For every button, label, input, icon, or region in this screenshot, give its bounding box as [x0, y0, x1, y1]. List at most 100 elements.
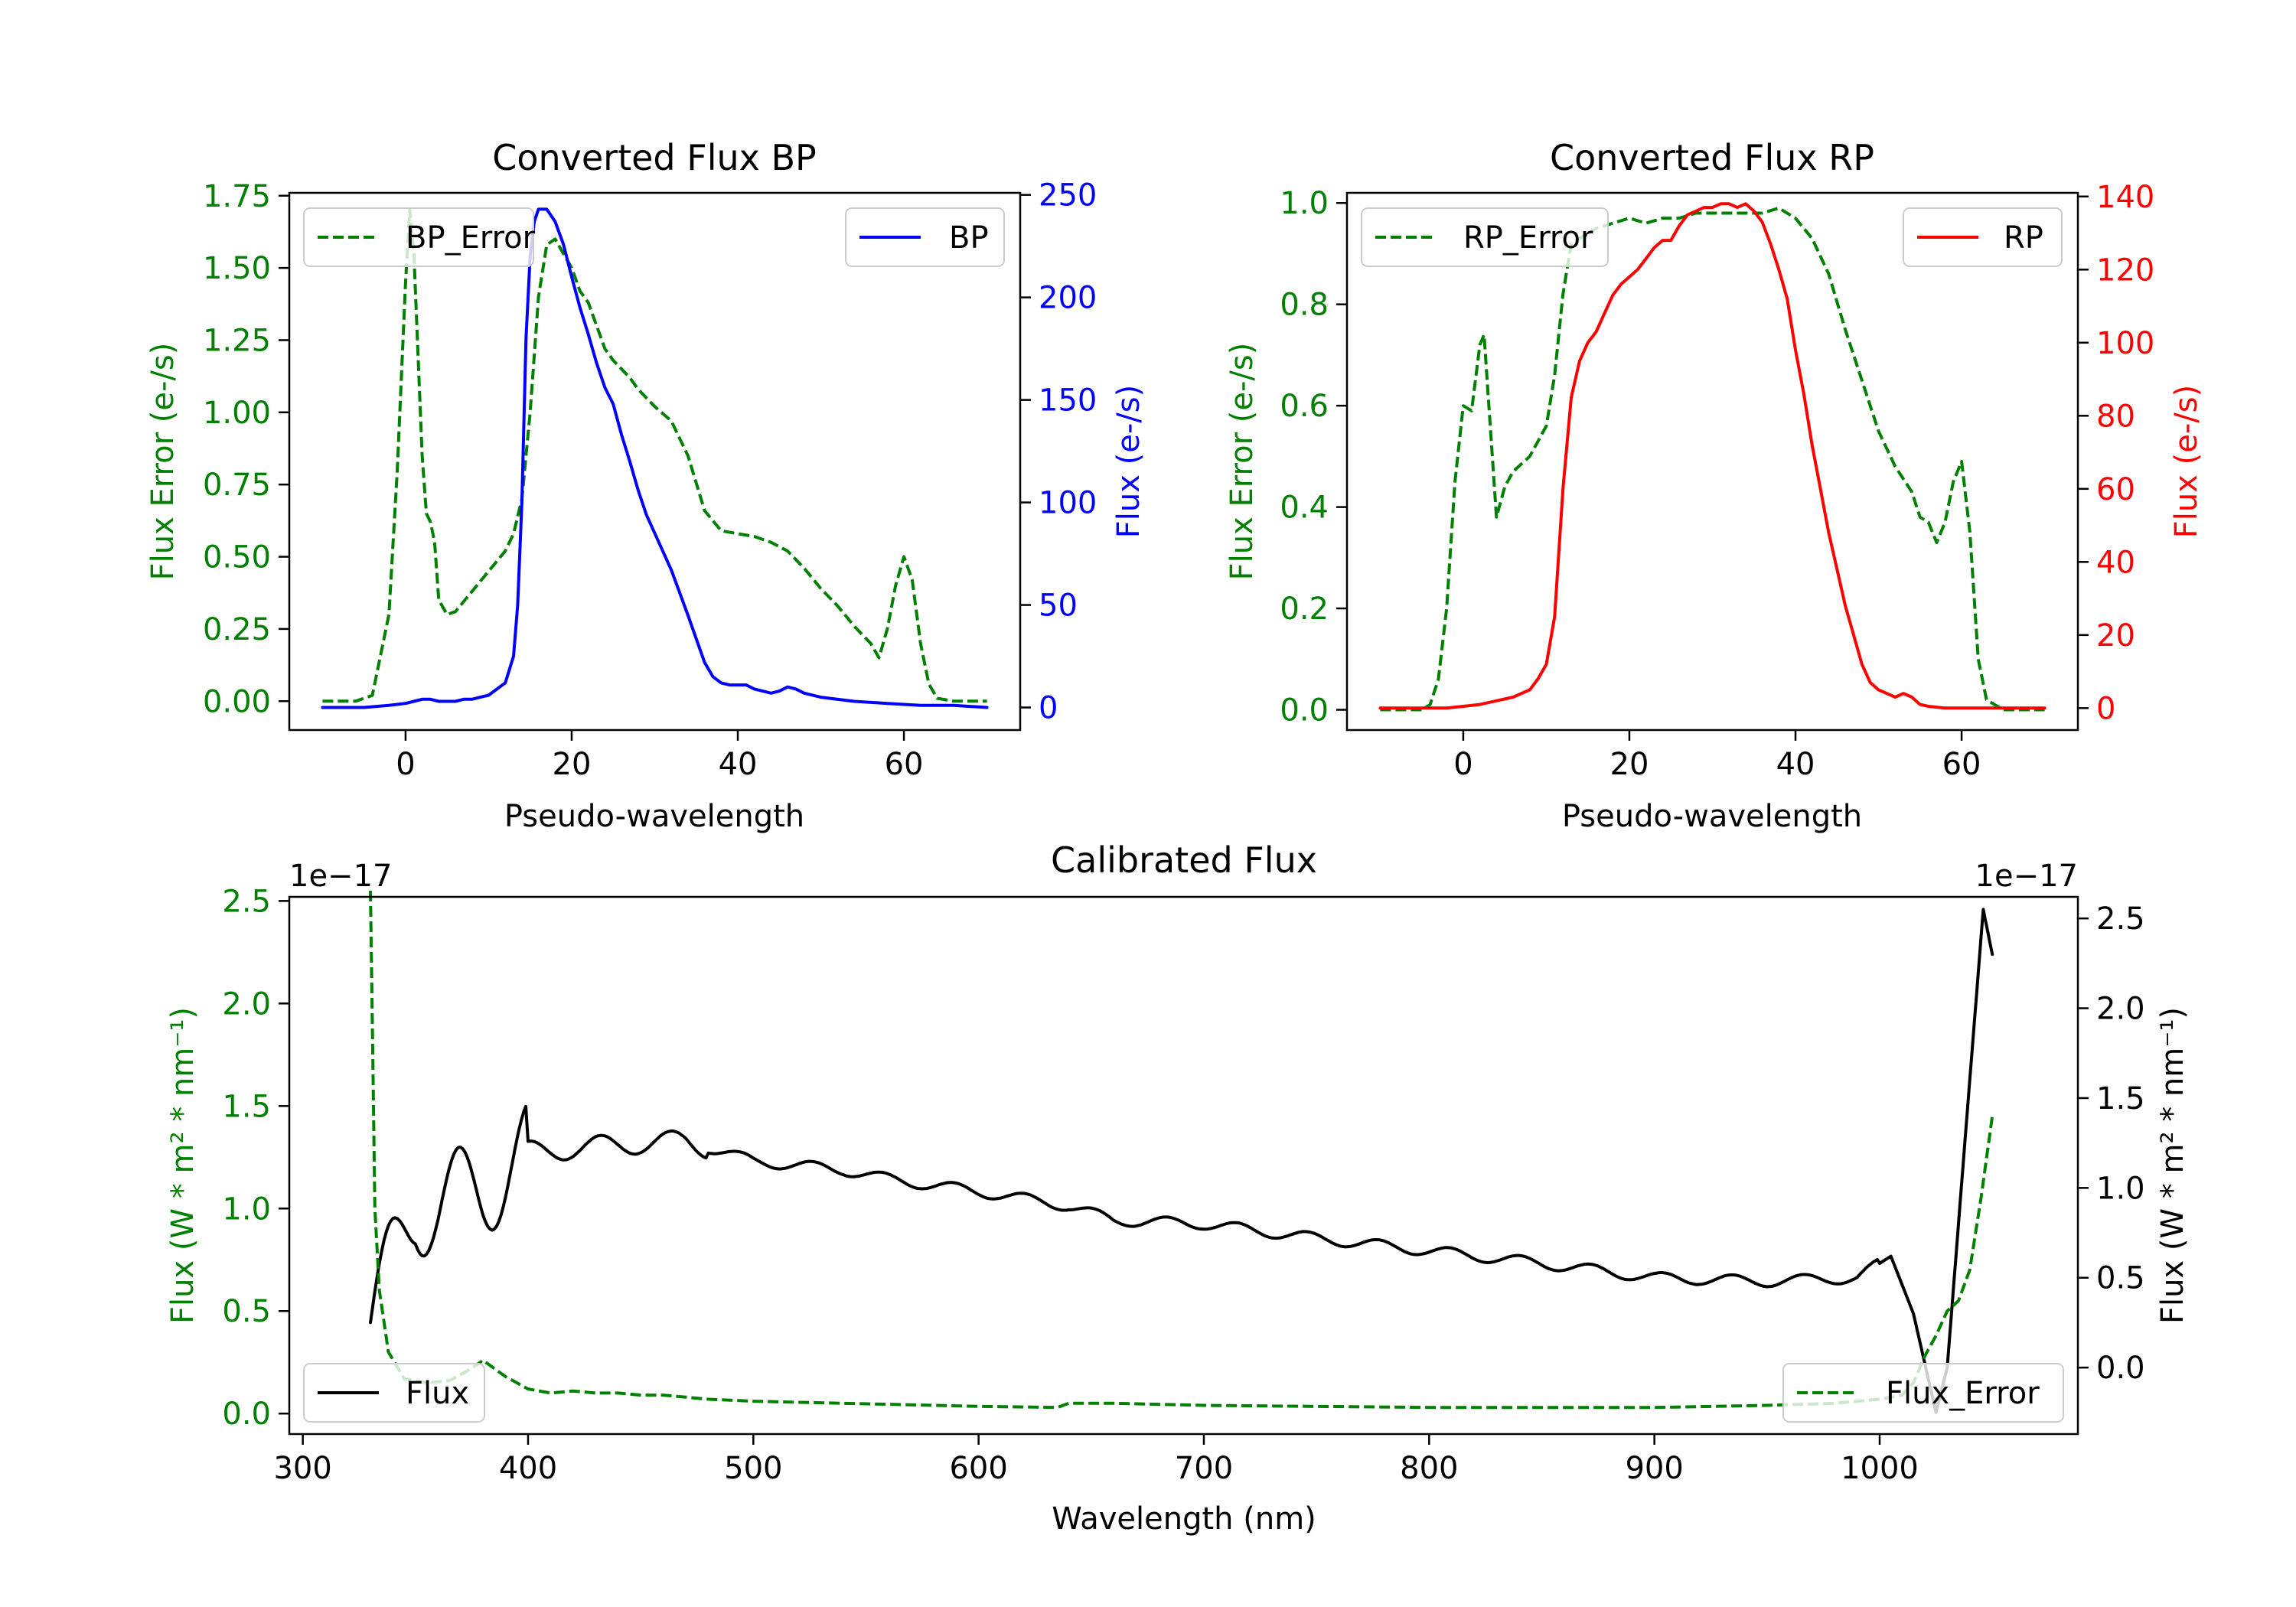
legend-entry: BP_Error: [406, 220, 536, 256]
legend-right: RP: [1903, 207, 2063, 267]
left-y-axis-label: Flux Error (e-/s): [1225, 343, 1260, 581]
subplot-calibrated: Calibrated Flux 300 400 500 600 700 800 900 100…: [165, 839, 2190, 1537]
left-y-tick-label: 0.6: [1280, 389, 1329, 424]
plot-frame: [288, 191, 1022, 732]
left-y-tick-label: 2.0: [222, 986, 271, 1022]
right-y-tick-label: 0.5: [2096, 1261, 2145, 1296]
right-y-tick-label: 0.0: [2096, 1351, 2145, 1386]
subplot-rp: Converted Flux RP 0 20 40 60 0.00.20.40.60.…: [1225, 137, 2204, 834]
left-y-tick-label: 1.5: [222, 1089, 271, 1124]
x-tick-label: 40: [719, 747, 758, 782]
plot-frame: [1345, 191, 2079, 732]
right-y-tick-label: 50: [1039, 588, 1078, 624]
right-offset-label: 1e−17: [1975, 859, 2078, 894]
right-y-tick-label: 2.5: [2096, 901, 2145, 937]
x-tick-label: 0: [396, 747, 415, 782]
legend-left: BP_Error: [303, 207, 536, 267]
chart-title: Converted Flux BP: [492, 137, 817, 178]
x-tick-label: 20: [553, 747, 592, 782]
x-axis-label: Pseudo-wavelength: [1562, 799, 1862, 834]
right-y-tick-label: 150: [1039, 383, 1097, 419]
right-y-tick-label: 100: [2096, 326, 2154, 361]
chart-title: Calibrated Flux: [1051, 839, 1317, 881]
left-y-tick-label: 0.00: [203, 684, 271, 719]
rp-series-line: [1378, 202, 2047, 710]
right-y-tick-label: 1.5: [2096, 1081, 2145, 1116]
x-tick-label: 700: [1175, 1451, 1233, 1486]
left-offset-label: 1e−17: [289, 859, 392, 894]
right-y-tick-label: 0: [1039, 691, 1058, 726]
bp-error-series-line: [322, 208, 987, 703]
left-y-tick-label: 0.4: [1280, 491, 1329, 526]
legend-left: RP_Error: [1361, 207, 1609, 267]
legend-entry: BP: [949, 220, 989, 256]
legend-entry: Flux: [406, 1376, 469, 1411]
legend-right: Flux_Error: [1782, 1363, 2064, 1423]
right-y-tick-label: 2.0: [2096, 992, 2145, 1027]
x-tick-label: 40: [1776, 747, 1815, 782]
right-y-axis-label: Flux (e-/s): [2169, 385, 2204, 538]
right-y-tick-label: 120: [2096, 253, 2154, 288]
x-tick-label: 500: [724, 1451, 782, 1486]
legend-entry: RP_Error: [1463, 220, 1593, 256]
subplot-bp: Converted Flux BP 0 20 40 60 0.00 0.25 0.50 0.…: [145, 137, 1146, 834]
x-tick-label: 0: [1453, 747, 1473, 782]
right-y-tick-label: 80: [2096, 399, 2135, 434]
chart-title: Converted Flux RP: [1550, 137, 1874, 178]
right-y-axis-ticks: 0.0 0.5 1.0 1.5 2.0 2.5: [2078, 901, 2145, 1386]
right-y-tick-label: 100: [1039, 486, 1097, 521]
left-y-tick-label: 1.25: [203, 323, 271, 358]
flux-series-line: [369, 908, 1994, 1414]
left-y-tick-label: 1.50: [203, 251, 271, 286]
left-y-tick-label: 0.50: [203, 540, 271, 575]
legend-right: BP: [845, 207, 1005, 267]
x-tick-label: 600: [949, 1451, 1007, 1486]
left-y-axis-label: Flux (W * m² * nm⁻¹): [165, 1007, 201, 1324]
right-y-tick-label: 200: [1039, 281, 1097, 316]
right-y-axis-ticks: 0 20 40 60 80 100 120 140: [2078, 180, 2154, 726]
x-axis-ticks: 0 20 40 60: [396, 730, 924, 782]
left-y-axis-ticks: 0.0 0.2 0.4 0.6 0.8 1.0: [1280, 186, 1347, 729]
right-y-tick-label: 250: [1039, 178, 1097, 214]
x-axis-ticks: 300 400 500 600 700 800 900 1000: [273, 1434, 1919, 1486]
plot-frame: [288, 895, 2079, 1436]
left-y-axis-label: Flux Error (e-/s): [145, 343, 181, 581]
left-y-axis-ticks: 0.0 0.5 1.0 1.5 2.0 2.5: [222, 884, 289, 1432]
left-y-tick-label: 0.0: [1280, 693, 1329, 729]
x-tick-label: 60: [885, 747, 924, 782]
right-y-tick-label: 0: [2096, 691, 2115, 726]
left-y-tick-label: 1.0: [1280, 186, 1329, 221]
x-tick-label: 400: [499, 1451, 557, 1486]
right-y-tick-label: 20: [2096, 618, 2135, 654]
right-y-tick-label: 60: [2096, 472, 2135, 507]
right-y-tick-label: 140: [2096, 180, 2154, 215]
legend-left: Flux: [303, 1363, 485, 1423]
right-y-axis-label: Flux (e-/s): [1111, 385, 1146, 538]
left-y-tick-label: 1.75: [203, 179, 271, 214]
left-y-tick-label: 0.8: [1280, 288, 1329, 323]
left-y-tick-label: 0.0: [222, 1397, 271, 1432]
left-y-tick-label: 0.75: [203, 468, 271, 503]
bp-series-line: [321, 207, 989, 709]
left-y-tick-label: 2.5: [222, 884, 271, 919]
x-tick-label: 1000: [1841, 1451, 1919, 1486]
right-y-tick-label: 1.0: [2096, 1171, 2145, 1206]
x-tick-label: 20: [1610, 747, 1649, 782]
flux-error-series-line: [369, 890, 1994, 1410]
bp-series-layer: [321, 207, 989, 709]
right-y-axis-label: Flux (W * m² * nm⁻¹): [2155, 1007, 2190, 1324]
x-tick-label: 900: [1625, 1451, 1683, 1486]
left-y-tick-label: 1.0: [222, 1191, 271, 1227]
x-axis-ticks: 0 20 40 60: [1453, 730, 1981, 782]
left-y-tick-label: 0.25: [203, 612, 271, 647]
left-y-tick-label: 0.2: [1280, 592, 1329, 627]
legend-entry: Flux_Error: [1886, 1376, 2040, 1411]
x-tick-label: 800: [1400, 1451, 1458, 1486]
rp-series-layer: [1378, 202, 2047, 712]
calibrated-series-layer: [369, 890, 1994, 1414]
x-tick-label: 300: [273, 1451, 331, 1486]
x-axis-label: Pseudo-wavelength: [504, 799, 804, 834]
x-tick-label: 60: [1942, 747, 1981, 782]
x-axis-label: Wavelength (nm): [1052, 1501, 1316, 1537]
